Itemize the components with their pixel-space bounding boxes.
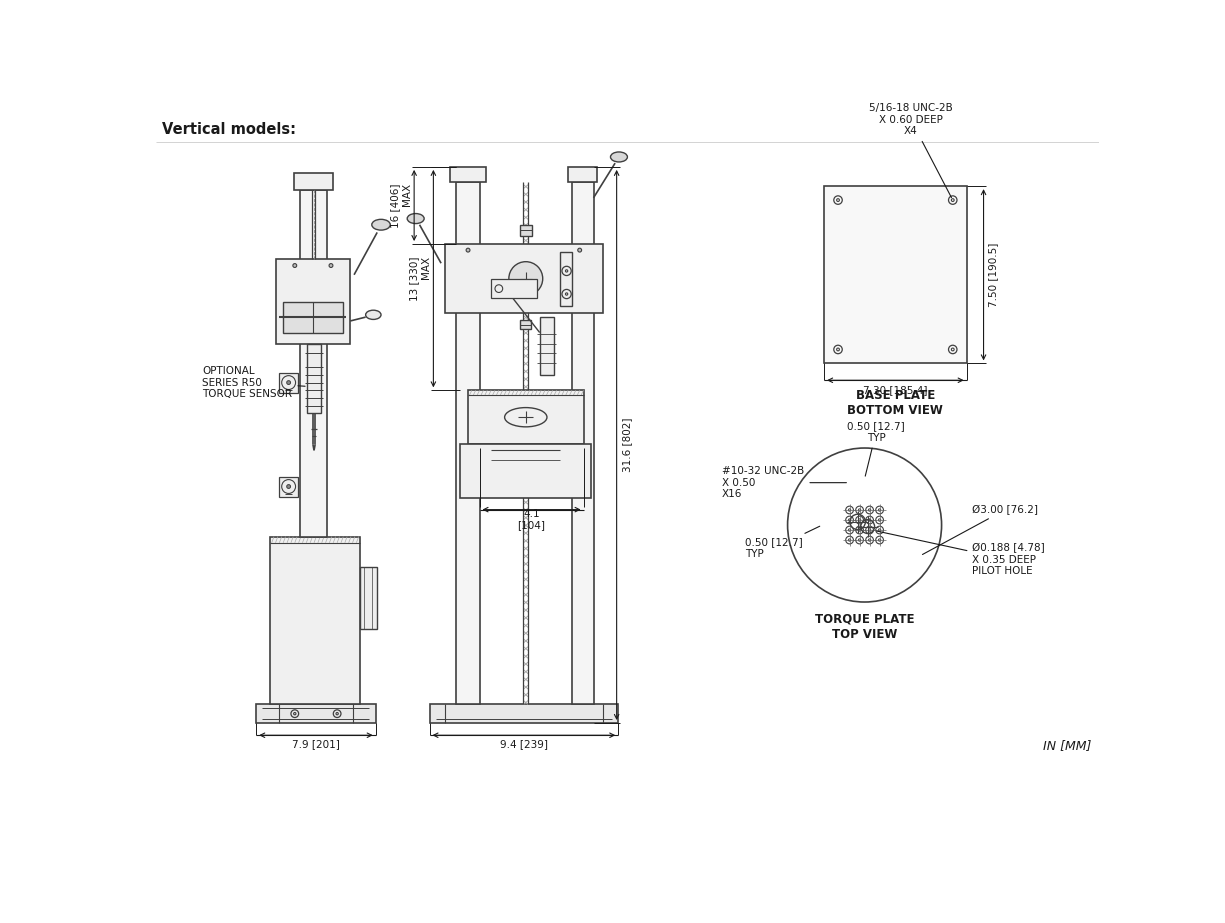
Text: 7.50 [190.5]: 7.50 [190.5]	[989, 243, 998, 307]
Circle shape	[578, 248, 582, 252]
Ellipse shape	[610, 152, 627, 162]
Bar	[451, 167, 486, 183]
Ellipse shape	[407, 213, 424, 223]
Bar	[457, 183, 480, 704]
Text: 4.1
[104]: 4.1 [104]	[518, 509, 545, 531]
Bar	[468, 390, 583, 444]
Bar	[300, 190, 327, 536]
Bar	[278, 373, 298, 392]
Text: 13 [330]
MAX: 13 [330] MAX	[409, 257, 431, 301]
Text: #10-32 UNC-2B
X 0.50
X16: #10-32 UNC-2B X 0.50 X16	[723, 466, 846, 499]
Bar	[256, 704, 376, 723]
Text: 31.6 [802]: 31.6 [802]	[622, 418, 632, 473]
Text: IN [MM]: IN [MM]	[1044, 739, 1091, 752]
Text: 7.9 [201]: 7.9 [201]	[292, 739, 339, 749]
Text: 16 [406]
MAX: 16 [406] MAX	[391, 184, 412, 228]
Ellipse shape	[365, 310, 381, 319]
Text: Ø0.188 [4.78]
X 0.35 DEEP
PILOT HOLE: Ø0.188 [4.78] X 0.35 DEEP PILOT HOLE	[877, 531, 1045, 576]
Bar	[521, 320, 532, 330]
Text: Vertical models:: Vertical models:	[163, 123, 296, 138]
Ellipse shape	[371, 220, 391, 230]
Bar	[491, 279, 538, 298]
Bar	[824, 186, 967, 364]
Bar	[360, 568, 377, 629]
Bar	[307, 344, 321, 414]
Text: 0.50 [12.7]
TYP: 0.50 [12.7] TYP	[848, 421, 905, 476]
Bar	[294, 174, 333, 190]
Text: BASE PLATE
BOTTOM VIEW: BASE PLATE BOTTOM VIEW	[848, 390, 943, 417]
Circle shape	[293, 264, 296, 268]
Bar	[271, 536, 360, 704]
Bar	[568, 167, 598, 183]
Text: TORQUE PLATE
TOP VIEW: TORQUE PLATE TOP VIEW	[815, 613, 914, 641]
Bar	[283, 302, 343, 332]
Circle shape	[330, 264, 333, 268]
Text: Ø3.00 [76.2]: Ø3.00 [76.2]	[922, 505, 1039, 555]
Bar	[278, 476, 298, 497]
Bar	[276, 259, 350, 344]
Bar	[461, 444, 592, 498]
Text: OPTIONAL
SERIES R50
TORQUE SENSOR: OPTIONAL SERIES R50 TORQUE SENSOR	[202, 366, 305, 399]
Circle shape	[287, 485, 290, 488]
Bar	[540, 318, 554, 375]
Text: 9.4 [239]: 9.4 [239]	[500, 739, 548, 749]
Circle shape	[466, 248, 470, 252]
Text: 5/16-18 UNC-2B
X 0.60 DEEP
X4: 5/16-18 UNC-2B X 0.60 DEEP X4	[869, 103, 953, 198]
Text: 7.30 [185.4]: 7.30 [185.4]	[864, 385, 927, 395]
Bar	[519, 224, 532, 235]
Circle shape	[287, 380, 290, 385]
Bar	[572, 183, 594, 704]
Text: 0.50 [12.7]
TYP: 0.50 [12.7] TYP	[745, 526, 820, 559]
Bar	[445, 244, 603, 313]
Bar	[561, 252, 572, 306]
Bar	[430, 704, 619, 723]
Circle shape	[508, 262, 543, 295]
